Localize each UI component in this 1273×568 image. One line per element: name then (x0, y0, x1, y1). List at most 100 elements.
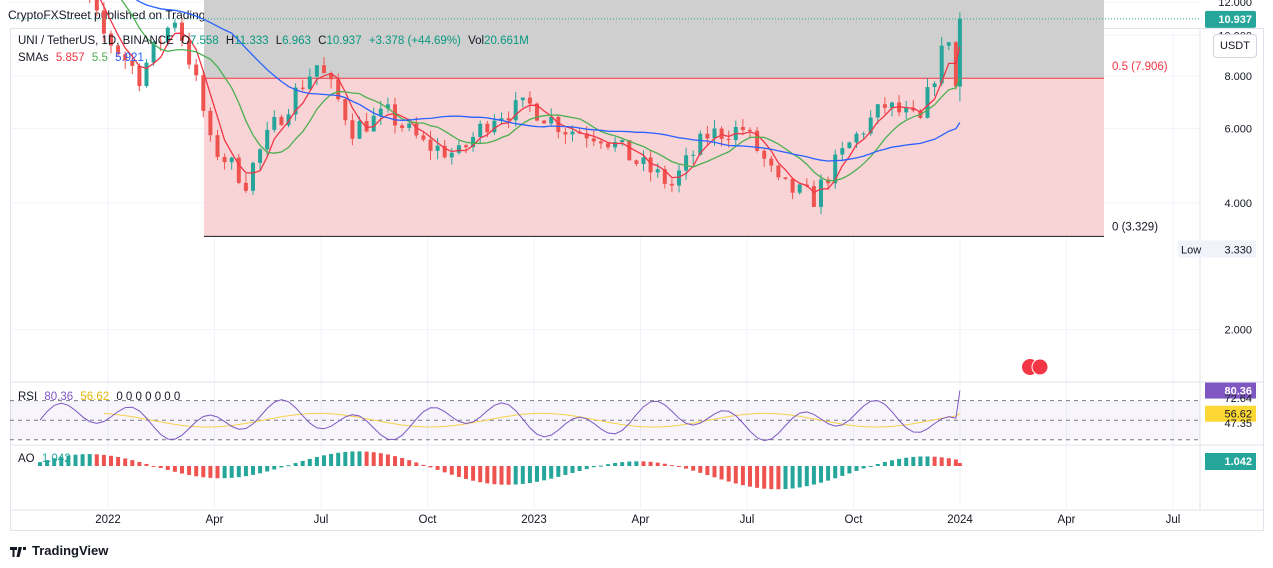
candle-body (194, 64, 199, 76)
ao-bar (655, 462, 660, 466)
candle-body (137, 65, 142, 87)
ao-bar (598, 465, 603, 467)
ao-bar (520, 466, 525, 484)
candle-body (222, 156, 227, 163)
candle-body (634, 160, 639, 164)
price-tick-label: 8.000 (1224, 71, 1252, 83)
close-label: C (318, 35, 327, 47)
time-tick-label: Jul (740, 514, 755, 526)
ao-bar (953, 459, 958, 466)
ao-bar (762, 466, 767, 489)
candle-body (151, 41, 156, 63)
candle-body (236, 157, 241, 183)
candle-body (833, 154, 838, 184)
rsi-legend-label[interactable]: RSI (18, 391, 38, 403)
ao-bar (840, 466, 845, 476)
candle-body (748, 129, 752, 131)
candle-body (925, 87, 930, 118)
sma-long-line (135, 0, 961, 162)
candle-body (875, 104, 880, 118)
candle-body (890, 102, 894, 108)
candle-body (293, 87, 298, 115)
ao-pane: 1.042 (38, 451, 1256, 490)
candle-body (811, 186, 816, 207)
currency-button[interactable]: USDT (1213, 34, 1257, 58)
candle-body (350, 120, 355, 139)
candle-body (378, 108, 383, 116)
ao-bar (80, 454, 85, 466)
ao-bar (130, 460, 135, 466)
rsi-ma-value: 56.62 (80, 391, 110, 403)
ao-bar (165, 466, 170, 470)
ao-bar (456, 466, 461, 477)
ao-bar (890, 460, 894, 466)
time-tick-label: Jul (1166, 514, 1181, 526)
ao-bar (393, 456, 397, 466)
candle-body (904, 107, 909, 113)
candle-body (471, 136, 476, 148)
ao-bar (101, 454, 106, 466)
sma-mid-line (120, 0, 961, 182)
candle-body (549, 116, 554, 124)
ao-legend-label[interactable]: AO (18, 453, 35, 465)
candle-body (322, 65, 326, 74)
ao-bar (957, 463, 962, 466)
candle-body (385, 104, 390, 109)
ao-bar (144, 463, 149, 466)
ao-bar (400, 458, 405, 466)
symbol-name[interactable]: UNI / TetherUS, 1D, BINANCE (18, 35, 174, 47)
candle-body (520, 97, 525, 101)
candle-body (435, 145, 440, 151)
candle-body (606, 143, 610, 148)
price-tick-label: 6.000 (1224, 124, 1252, 136)
candle-body (101, 10, 106, 34)
candle-body (215, 135, 220, 157)
volume-value: 20.661M (484, 35, 529, 47)
candle-body (620, 140, 625, 143)
candle-body (762, 150, 767, 159)
ao-bar (776, 466, 781, 490)
sma-lines (99, 0, 961, 194)
ao-bar (513, 466, 518, 485)
candle-body (492, 120, 497, 133)
time-tick-label: 2023 (521, 514, 547, 526)
candle-body (272, 116, 277, 130)
ao-bar (194, 466, 199, 477)
candle-body (229, 157, 234, 163)
ao-bar (471, 466, 476, 481)
rsi-zeros: 0 0 0 0 0 0 0 (116, 391, 181, 403)
ao-bar (258, 466, 263, 474)
ao-bar (428, 466, 433, 468)
ao-bar (946, 458, 951, 466)
price-axis: 2.0004.0006.0008.00010.00012.00014.00016… (10, 0, 1256, 376)
ao-bar (606, 464, 610, 466)
candle-body (513, 100, 518, 121)
ao-bar (620, 462, 625, 466)
ao-bar (38, 462, 42, 466)
ao-bar (442, 466, 447, 473)
candle-body (243, 182, 248, 191)
candle-body (400, 125, 405, 128)
candle-body (819, 179, 823, 207)
ao-bar (464, 466, 468, 479)
ao-bar (307, 458, 312, 466)
candle-body (258, 149, 263, 163)
ao-bar (215, 466, 220, 479)
time-tick-label: Apr (632, 514, 650, 526)
sma-legend-label[interactable]: SMAs (18, 52, 49, 64)
fib-zone-lower (204, 78, 1104, 237)
ao-bar (329, 453, 334, 466)
last-price-label: 10.937 (1218, 14, 1252, 26)
rsi-value: 80.36 (44, 391, 74, 403)
ao-bar (371, 452, 376, 466)
ao-bar (932, 456, 937, 466)
ao-bar (535, 466, 539, 482)
candle-body (414, 123, 419, 136)
ao-bar (563, 466, 568, 475)
low-label: L (275, 35, 283, 47)
ao-bar (904, 457, 909, 466)
ao-bar (705, 466, 710, 476)
tradingview-brand: TradingView (32, 543, 109, 558)
vol-label: Vol (468, 35, 485, 47)
